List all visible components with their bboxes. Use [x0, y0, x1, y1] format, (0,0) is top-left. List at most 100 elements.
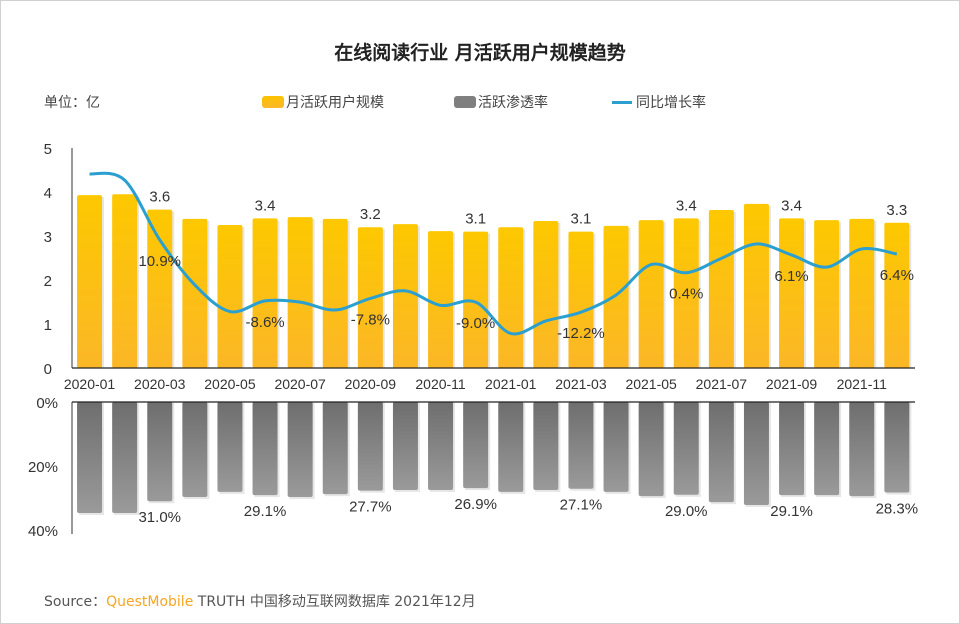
mau-bar	[112, 194, 138, 368]
y-tick-label: 0	[44, 361, 52, 378]
mau-data-label: 3.6	[149, 189, 170, 206]
penetration-data-label: 29.0%	[665, 503, 708, 520]
y-tick-label: 4	[44, 185, 52, 202]
mau-bar	[322, 218, 348, 368]
penetration-bar	[638, 402, 664, 497]
mau-bar	[743, 203, 769, 368]
penetration-data-label: 26.9%	[454, 496, 497, 513]
mau-bar	[533, 221, 559, 368]
unit-label: 单位：亿	[44, 95, 100, 111]
x-tick-label: 2020-07	[274, 376, 326, 392]
x-tick-label: 2021-01	[485, 376, 537, 392]
penetration-bar	[252, 402, 278, 496]
legend-label-growth: 同比增长率	[636, 95, 706, 111]
mau-bar	[814, 220, 840, 368]
penetration-bar	[287, 402, 313, 498]
mau-data-label: 3.2	[360, 206, 381, 223]
growth-data-label: -7.8%	[351, 311, 390, 328]
penetration-bar	[147, 402, 173, 502]
penetration-bar	[708, 402, 734, 503]
mau-bar	[673, 218, 699, 368]
penetration-bar	[498, 402, 524, 492]
legend-swatch-mau	[262, 96, 284, 108]
penetration-bar	[603, 402, 629, 492]
penetration-data-label: 27.1%	[560, 497, 603, 514]
penetration-bar	[112, 402, 138, 514]
mau-bar	[217, 225, 243, 368]
penetration-bar	[322, 402, 348, 495]
mau-data-label: 3.1	[465, 211, 486, 228]
growth-data-label: 6.1%	[774, 268, 808, 285]
y-tick-label: 40%	[28, 523, 58, 540]
penetration-data-label: 27.7%	[349, 499, 392, 516]
penetration-data-label: 29.1%	[244, 503, 287, 520]
source-rest: TRUTH 中国移动互联网数据库 2021年12月	[193, 594, 476, 610]
legend-item-mau: 月活跃用户规模	[262, 92, 384, 112]
mau-data-label: 3.4	[781, 197, 802, 214]
source-prefix: Source：	[44, 594, 107, 610]
y-tick-label: 3	[44, 229, 52, 246]
mau-bar	[779, 218, 805, 368]
x-tick-label: 2020-03	[134, 376, 186, 392]
growth-data-label: 10.9%	[138, 253, 181, 270]
x-tick-label: 2021-03	[555, 376, 607, 392]
mau-bar	[392, 224, 418, 368]
x-tick-label: 2021-05	[625, 376, 677, 392]
legend-swatch-penetration	[454, 96, 476, 108]
y-tick-label: 20%	[28, 459, 58, 476]
penetration-data-label: 31.0%	[138, 509, 181, 526]
growth-data-label: 6.4%	[880, 267, 914, 284]
legend-label-mau: 月活跃用户规模	[286, 95, 384, 111]
mau-bar	[708, 210, 734, 368]
x-tick-label: 2020-11	[415, 376, 466, 392]
source-note: Source：QuestMobile TRUTH 中国移动互联网数据库 2021…	[44, 591, 476, 611]
penetration-bar	[357, 402, 383, 491]
mau-bar	[463, 231, 489, 368]
mau-data-label: 3.4	[676, 197, 697, 214]
penetration-bar	[743, 402, 769, 506]
growth-data-label: 0.4%	[669, 286, 703, 303]
mau-bar	[849, 218, 875, 368]
source-brand: QuestMobile	[106, 594, 194, 610]
penetration-bar	[392, 402, 418, 490]
mau-data-label: 3.3	[886, 202, 907, 219]
mau-bar	[603, 225, 629, 368]
x-tick-label: 2021-09	[766, 376, 818, 392]
mau-bar	[252, 218, 278, 368]
y-tick-label: 2	[44, 273, 52, 290]
x-tick-label: 2021-07	[696, 376, 748, 392]
mau-bar	[287, 217, 313, 368]
legend-item-growth: 同比增长率	[612, 92, 706, 112]
y-tick-label: 1	[44, 317, 52, 334]
penetration-bar	[463, 402, 489, 489]
x-tick-label: 2020-01	[64, 376, 116, 392]
penetration-bar	[217, 402, 243, 492]
penetration-bar	[849, 402, 875, 497]
penetration-data-label: 29.1%	[770, 503, 813, 520]
penetration-bar	[533, 402, 559, 490]
penetration-bar	[428, 402, 454, 490]
growth-line	[89, 171, 898, 336]
legend-item-penetration: 活跃渗透率	[454, 92, 548, 112]
legend-swatch-growth	[612, 100, 632, 104]
x-tick-label: 2021-11	[837, 376, 888, 392]
penetration-bar	[182, 402, 208, 498]
mau-bar	[884, 222, 910, 368]
mau-bar	[182, 218, 208, 368]
growth-data-label: -9.0%	[456, 315, 495, 332]
mau-bar	[568, 231, 594, 368]
penetration-bar	[814, 402, 840, 496]
growth-data-label: -8.6%	[245, 314, 284, 331]
penetration-bar	[568, 402, 594, 489]
x-tick-label: 2020-05	[204, 376, 256, 392]
chart-title: 在线阅读行业 月活跃用户规模趋势	[334, 42, 626, 64]
growth-data-label: -12.2%	[557, 325, 605, 342]
mau-bar	[147, 209, 173, 368]
mau-bar	[638, 220, 664, 368]
mau-data-label: 3.1	[571, 211, 592, 228]
y-tick-label: 5	[44, 141, 52, 158]
penetration-bar	[673, 402, 699, 495]
x-tick-label: 2020-09	[345, 376, 397, 392]
mau-data-label: 3.4	[255, 197, 276, 214]
penetration-bar	[884, 402, 910, 493]
